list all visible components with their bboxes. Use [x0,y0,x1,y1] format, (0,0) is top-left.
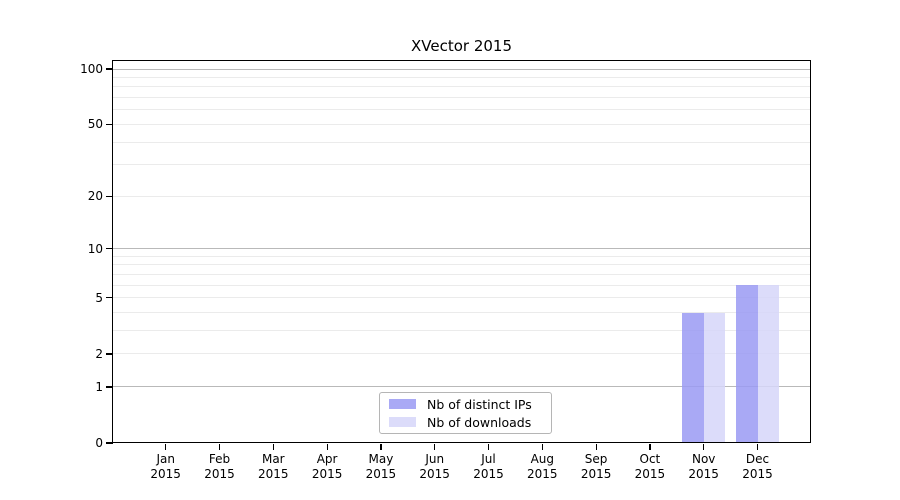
x-tick-Jun [434,443,436,450]
x-tick-Oct [649,443,651,450]
x-tick-label-Sep: Sep 2015 [580,452,612,481]
x-tick-Dec [756,443,759,450]
x-tick-label-Apr: Apr 2015 [311,452,343,481]
legend-swatch-downloads [389,417,416,427]
x-tick-May [380,443,382,450]
x-tick-label-Feb: Feb 2015 [204,452,235,481]
y-tick-label-50: 50 [87,117,103,132]
x-tick-label-Jun: Jun 2015 [419,452,450,481]
y-tick-label-0: 0 [95,436,103,450]
legend: Nb of distinct IPs Nb of downloads [379,392,552,434]
x-tick-label-May: May 2015 [365,452,397,481]
x-tick-label-Aug: Aug 2015 [527,452,558,481]
x-tick-Sep [595,443,597,450]
legend-label-downloads: Nb of downloads [427,414,532,430]
x-tick-label-Jan: Jan 2015 [150,452,181,481]
x-tick-Jul [487,443,490,450]
legend-label-distinct-ips: Nb of distinct IPs [427,396,532,412]
x-tick-Nov [703,443,705,450]
x-tick-Aug [541,443,543,450]
y-tick-label-1: 1 [95,379,103,394]
x-tick-label-Oct: Oct 2015 [634,452,666,481]
x-tick-label-Jul: Jul 2015 [473,452,504,481]
y-tick-label-20: 20 [87,189,103,204]
legend-item-downloads: Nb of downloads [389,415,542,430]
x-tick-label-Mar: Mar 2015 [258,452,289,481]
legend-item-distinct-ips: Nb of distinct IPs [389,397,542,412]
x-tick-label-Nov: Nov 2015 [688,452,719,481]
plot-frame [112,60,811,443]
chart-title: XVector 2015 [410,37,512,55]
y-tick-label-10: 10 [87,241,103,256]
x-tick-Jan [165,443,167,450]
legend-swatch-distinct-ips [389,399,416,409]
y-tick-label-5: 5 [95,290,103,305]
x-tick-Mar [272,443,274,450]
x-tick-Apr [326,443,328,450]
x-tick-label-Dec: Dec 2015 [742,452,773,481]
x-tick-Feb [218,443,221,450]
y-tick-label-100: 100 [80,62,103,76]
y-tick-label-2: 2 [95,346,103,361]
